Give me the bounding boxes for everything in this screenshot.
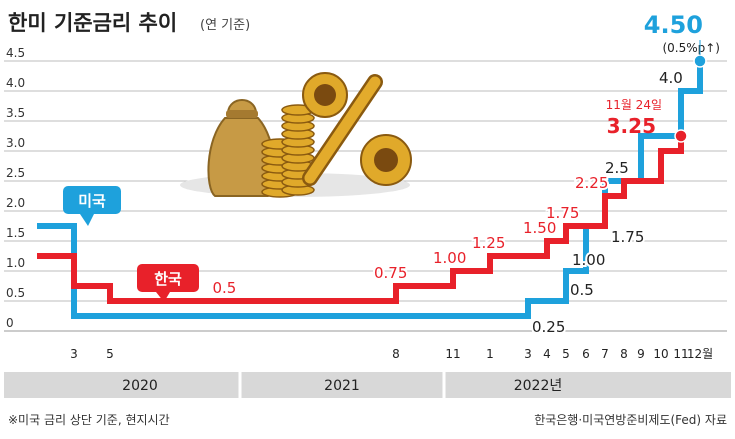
year-label-2020: 2020 xyxy=(122,378,158,394)
x-tick-label: 3 xyxy=(70,347,78,361)
kr-latest-value: 3.25 xyxy=(607,114,656,138)
y-tick-label: 4.0 xyxy=(6,76,25,90)
value-label-halo: 0.25 xyxy=(532,318,565,336)
x-tick-label: 11 xyxy=(673,347,688,361)
value-label-kr: 1.25 xyxy=(472,234,505,252)
x-tick-label: 8 xyxy=(620,347,628,361)
value-label-us: 1.75 xyxy=(611,228,644,246)
y-tick-label: 3.5 xyxy=(6,106,25,120)
value-label-kr: 0.5 xyxy=(212,279,236,297)
value-label-kr: 2.25 xyxy=(575,174,608,192)
series-line-kr xyxy=(37,136,684,304)
value-label-halo: 2.25 xyxy=(575,174,608,192)
value-label-kr: 1.00 xyxy=(433,249,466,267)
x-tick-label: 8 xyxy=(392,347,400,361)
us-change-label: (0.5%p↑) xyxy=(662,41,720,55)
value-label-halo: 0.5 xyxy=(570,281,594,299)
value-label-us: 0.5 xyxy=(570,281,594,299)
legend-kr-label: 한국 xyxy=(154,270,182,288)
kr-end-marker xyxy=(674,129,688,143)
x-tick-label: 4 xyxy=(543,347,551,361)
value-label-halo: 1.50 xyxy=(523,219,556,237)
value-label-halo: 1.75 xyxy=(611,228,644,246)
legend-us: 미국 xyxy=(63,186,121,226)
x-tick-label: 5 xyxy=(106,347,114,361)
legend-us-label: 미국 xyxy=(78,192,106,210)
unit-label: (연 기준) xyxy=(200,18,250,33)
value-label-halo: 1.00 xyxy=(572,251,605,269)
y-tick-label: 2.0 xyxy=(6,196,25,210)
x-tick-label: 1 xyxy=(486,347,494,361)
value-label-halo: 1.00 xyxy=(433,249,466,267)
end-markers xyxy=(674,40,707,143)
value-label-us: 0.25 xyxy=(532,318,565,336)
source: 한국은행·미국연방준비제도(Fed) 자료 xyxy=(534,412,727,427)
value-label-kr: 0.75 xyxy=(374,264,407,282)
x-tick-label: 7 xyxy=(601,347,609,361)
value-label-us: 2.5 xyxy=(605,159,629,177)
year-label-2021: 2021 xyxy=(324,378,360,394)
value-label-kr: 1.75 xyxy=(546,204,579,222)
x-tick-label: 6 xyxy=(582,347,590,361)
y-tick-label: 3.0 xyxy=(6,136,25,150)
y-tick-labels: 0 0.5 1.0 1.5 2.0 2.5 3.0 3.5 4.0 4.5 xyxy=(6,46,25,330)
value-label-halo: 1.75 xyxy=(546,204,579,222)
x-tick-label: 12월 xyxy=(687,347,713,361)
value-label-halo: 2.5 xyxy=(605,159,629,177)
y-tick-label: 4.5 xyxy=(6,46,25,60)
chart-title: 한미 기준금리 추이 xyxy=(8,11,177,35)
y-tick-label: 2.5 xyxy=(6,166,25,180)
us-end-marker xyxy=(693,54,707,68)
value-label-halo: 0.75 xyxy=(374,264,407,282)
value-label-halo: 4.0 xyxy=(659,69,683,87)
money-bag-percent-icon xyxy=(180,72,412,198)
legend-kr: 한국 xyxy=(137,264,199,302)
year-label-2022: 2022년 xyxy=(514,378,563,394)
value-label-us: 1.00 xyxy=(572,251,605,269)
x-tick-label: 10 xyxy=(653,347,668,361)
x-tick-label: 3 xyxy=(524,347,532,361)
kr-date-label: 11월 24일 xyxy=(606,98,662,112)
y-tick-label: 0 xyxy=(6,316,14,330)
value-label-kr: 1.50 xyxy=(523,219,556,237)
x-tick-label: 9 xyxy=(637,347,645,361)
value-label-halo: 1.25 xyxy=(472,234,505,252)
x-tick-label: 11 xyxy=(445,347,460,361)
us-latest-value: 4.50 xyxy=(644,11,703,39)
y-tick-label: 1.0 xyxy=(6,256,25,270)
x-tick-label: 5 xyxy=(562,347,570,361)
year-band xyxy=(4,372,731,398)
y-tick-label: 1.5 xyxy=(6,226,25,240)
y-tick-label: 0.5 xyxy=(6,286,25,300)
series-lines xyxy=(37,61,703,319)
value-labels: 0.250.250.50.51.001.001.751.752.52.54.04… xyxy=(210,67,684,338)
footnote: ※미국 금리 상단 기준, 현지시간 xyxy=(8,413,170,427)
value-label-us: 4.0 xyxy=(659,69,683,87)
value-label-halo: 0.5 xyxy=(212,279,236,297)
